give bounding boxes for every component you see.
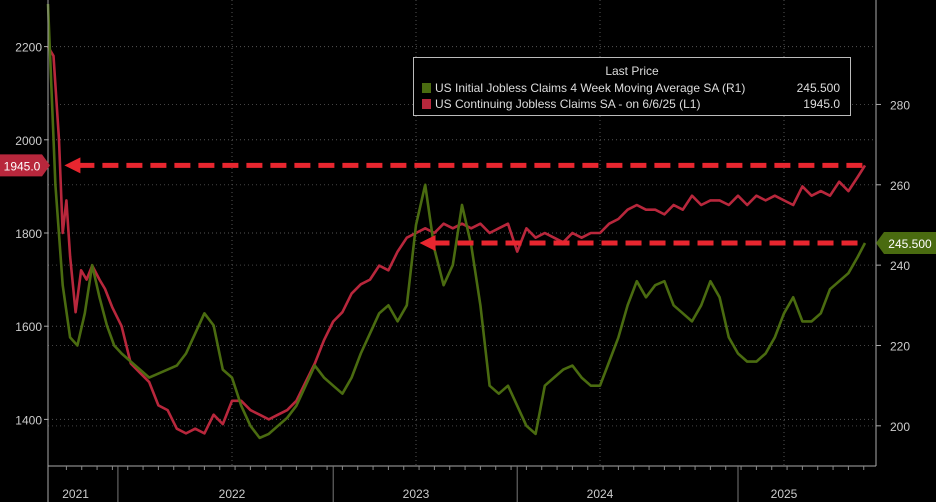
legend-swatch-continuing	[422, 99, 431, 109]
continuing-arrowhead	[64, 157, 81, 174]
legend-value-initial: 245.500	[796, 81, 840, 95]
legend-name-initial: US Initial Jobless Claims 4 Week Moving …	[435, 81, 746, 95]
x-tick-label: 2023	[403, 487, 430, 501]
right-tick-label: 200	[890, 420, 910, 434]
right-tick-label: 280	[890, 98, 910, 112]
x-tick-label: 2021	[62, 487, 89, 501]
left-last-value: 1945.0	[4, 159, 41, 173]
legend-name-continuing: US Continuing Jobless Claims SA - on 6/6…	[435, 97, 701, 111]
right-tick-label: 220	[890, 339, 910, 353]
left-tick-label: 1400	[15, 413, 42, 427]
left-last-value-tag	[0, 154, 50, 177]
continuing-claims-line	[46, 45, 867, 435]
initial-arrowhead	[419, 235, 436, 252]
legend-title: Last Price	[605, 64, 659, 78]
legend: Last Price US Initial Jobless Claims 4 W…	[413, 57, 851, 116]
x-tick-label: 2025	[771, 487, 798, 501]
right-last-value: 245.500	[888, 237, 932, 251]
annotation-layer	[64, 157, 865, 252]
x-tick-label: 2022	[219, 487, 246, 501]
right-tick-label: 240	[890, 259, 910, 273]
x-tick-label: 2024	[587, 487, 614, 501]
right-last-value-tag	[876, 232, 936, 255]
series-layer	[46, 3, 867, 440]
legend-item-initial-claims: US Initial Jobless Claims 4 Week Moving …	[422, 81, 840, 95]
legend-item-continuing-claims: US Continuing Jobless Claims SA - on 6/6…	[422, 97, 840, 111]
left-tick-label: 1600	[15, 320, 42, 334]
left-tick-label: 2200	[15, 41, 42, 55]
legend-value-continuing: 1945.0	[803, 97, 840, 111]
right-tick-label: 260	[890, 179, 910, 193]
initial-claims-line	[46, 3, 867, 440]
legend-swatch-initial	[422, 83, 431, 93]
left-tick-label: 1800	[15, 227, 42, 241]
left-tick-label: 2000	[15, 134, 42, 148]
